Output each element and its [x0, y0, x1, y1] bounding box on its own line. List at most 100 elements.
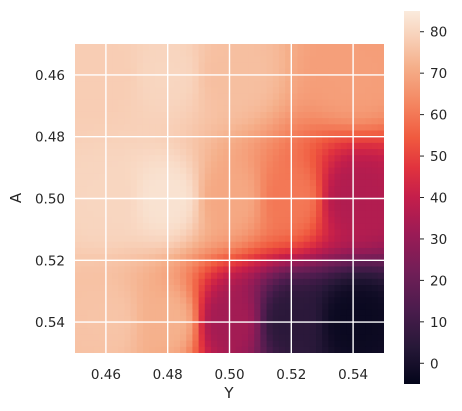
heatmap-cell	[130, 81, 138, 88]
heatmap-cell	[272, 136, 280, 144]
heatmap-cell	[365, 179, 373, 187]
heatmap-cell	[198, 105, 206, 113]
heatmap-cell	[359, 260, 367, 268]
heatmap-cell	[210, 124, 218, 132]
heatmap-cell	[235, 309, 243, 317]
heatmap-cell	[322, 210, 329, 218]
heatmap-cell	[192, 186, 200, 193]
heatmap-cell	[186, 118, 194, 125]
heatmap-cell	[118, 309, 126, 317]
heatmap-cell	[248, 322, 255, 329]
heatmap-cell	[278, 149, 286, 156]
heatmap-cell	[291, 173, 299, 181]
heatmap-cell	[377, 210, 384, 218]
heatmap-cell	[229, 105, 237, 113]
heatmap-cell	[112, 105, 119, 113]
y-axis-label: A	[7, 192, 25, 203]
heatmap-cell	[198, 118, 206, 125]
heatmap-cell	[328, 81, 336, 88]
heatmap-cell	[112, 309, 119, 317]
heatmap-cell	[167, 309, 175, 317]
heatmap-cell	[241, 322, 249, 329]
heatmap-cell	[365, 204, 373, 212]
heatmap-cell	[248, 93, 255, 101]
heatmap-cell	[155, 50, 163, 57]
heatmap-cell	[365, 173, 373, 181]
heatmap-cell	[105, 87, 113, 95]
heatmap-cell	[285, 266, 292, 274]
heatmap-cell	[365, 93, 373, 101]
heatmap-cell	[241, 173, 249, 181]
heatmap-cell	[167, 278, 175, 286]
heatmap-cell	[192, 223, 200, 230]
heatmap-cell	[217, 62, 224, 70]
heatmap-cell	[161, 229, 169, 237]
heatmap-cell	[266, 50, 274, 57]
heatmap-cell	[192, 266, 200, 274]
grid-lines	[75, 44, 384, 353]
heatmap-cell	[173, 309, 181, 317]
heatmap-cell	[142, 328, 150, 336]
heatmap-cell	[235, 173, 243, 181]
heatmap-cell	[303, 105, 311, 113]
heatmap-cell	[136, 62, 144, 70]
heatmap-cell	[297, 303, 305, 311]
heatmap-cell	[291, 161, 299, 169]
heatmap-cell	[198, 68, 206, 76]
heatmap-cell	[186, 93, 194, 101]
heatmap-cell	[186, 192, 194, 200]
heatmap-cell	[93, 247, 101, 255]
heatmap-cell	[285, 44, 292, 51]
heatmap-cell	[81, 192, 88, 200]
y-axis-ticks: 0.460.480.500.520.54	[35, 68, 65, 331]
heatmap-cell	[149, 229, 156, 237]
heatmap-cell	[285, 217, 292, 224]
heatmap-cell	[105, 241, 113, 249]
heatmap-cell	[167, 297, 175, 305]
heatmap-cell	[223, 260, 231, 268]
heatmap-cell	[241, 272, 249, 280]
heatmap-cell	[75, 346, 82, 353]
heatmap-cell	[167, 334, 175, 342]
heatmap-cell	[192, 334, 200, 342]
heatmap-cell	[359, 204, 367, 212]
heatmap-cell	[105, 99, 113, 107]
heatmap-cell	[210, 105, 218, 113]
heatmap-cell	[371, 229, 379, 237]
heatmap-cell	[229, 254, 237, 261]
heatmap-cell	[204, 81, 212, 88]
heatmap-cell	[105, 254, 113, 261]
heatmap-cell	[130, 229, 138, 237]
heatmap-cell	[118, 210, 126, 218]
heatmap-cell	[309, 62, 317, 70]
heatmap-cell	[155, 111, 163, 119]
heatmap-cell	[198, 291, 206, 298]
heatmap-cell	[248, 68, 255, 76]
heatmap-cell	[186, 149, 194, 156]
heatmap-cell	[161, 74, 169, 82]
heatmap-cell	[359, 278, 367, 286]
heatmap-cell	[87, 136, 95, 144]
heatmap-cell	[285, 186, 292, 193]
heatmap-cell	[87, 297, 95, 305]
heatmap-cell	[334, 278, 342, 286]
heatmap-cell	[155, 217, 163, 224]
heatmap-cell	[241, 142, 249, 150]
heatmap-cell	[291, 56, 299, 64]
heatmap-cell	[112, 346, 119, 353]
x-axis-label: Y	[223, 384, 234, 402]
heatmap-cell	[180, 167, 187, 175]
heatmap-cell	[112, 223, 119, 230]
heatmap-cell	[118, 223, 126, 230]
heatmap-cell	[266, 278, 274, 286]
heatmap-cell	[340, 81, 348, 88]
heatmap-cell	[334, 217, 342, 224]
heatmap-cell	[365, 124, 373, 132]
heatmap-cell	[353, 167, 360, 175]
heatmap-cell	[87, 272, 95, 280]
heatmap-cell	[192, 346, 200, 353]
heatmap-cell	[155, 44, 163, 51]
heatmap-cell	[303, 229, 311, 237]
heatmap-cell	[81, 328, 88, 336]
